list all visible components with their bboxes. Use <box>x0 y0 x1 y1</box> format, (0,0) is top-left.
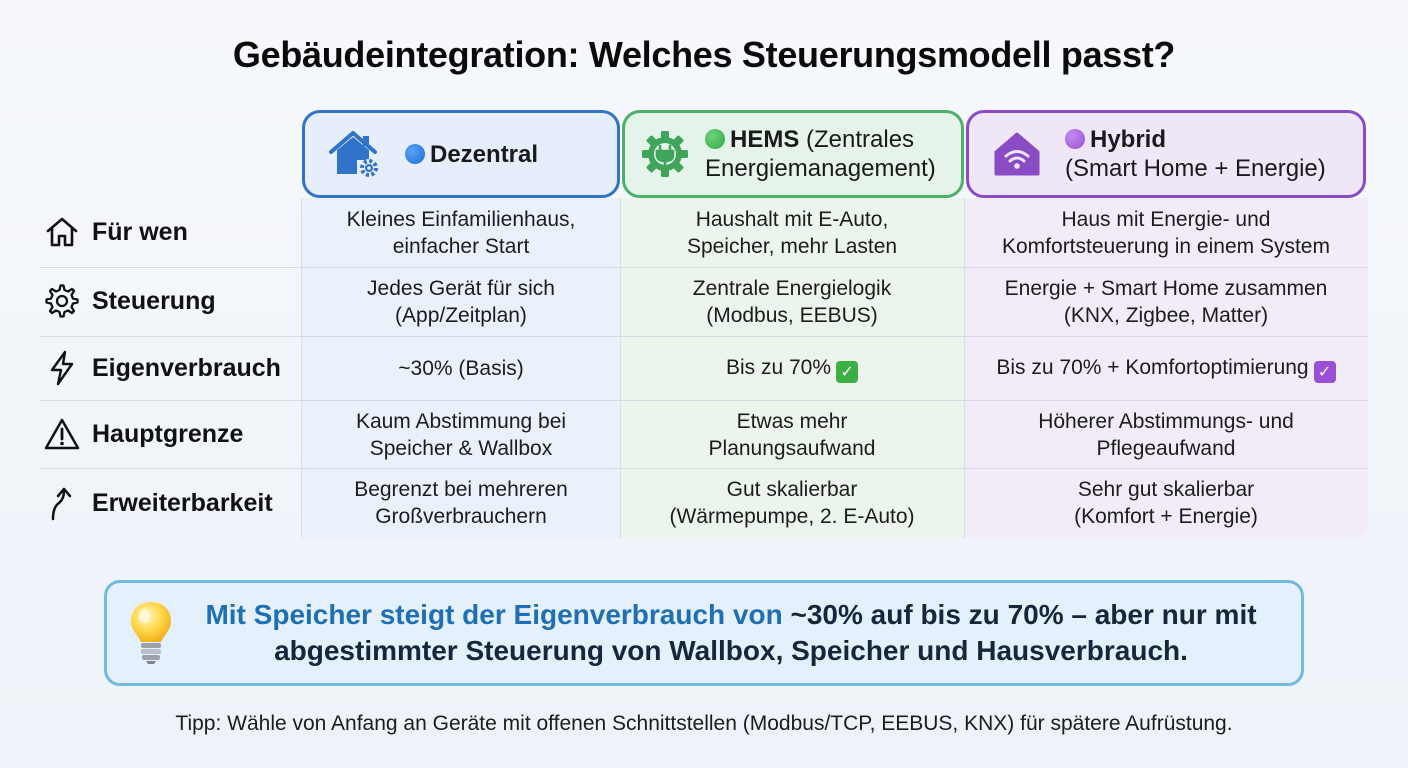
house-icon <box>44 214 80 250</box>
page-title: Gebäudeintegration: Welches Steuerungsmo… <box>232 34 1176 75</box>
dot-green-icon <box>705 129 725 149</box>
column-header-hems: HEMS (Zentrales Energiemanagement) <box>622 110 964 198</box>
row-label-fuer-wen: Für wen <box>44 214 188 250</box>
row-divider <box>40 468 1368 469</box>
cell-steuerung-dezentral: Jedes Gerät für sich (App/Zeitplan) <box>367 277 555 327</box>
lightning-icon <box>44 350 80 386</box>
tip-text: Tipp: Wähle von Anfang an Geräte mit off… <box>175 712 1233 735</box>
lightbulb-icon <box>111 600 191 666</box>
house-wifi-icon <box>969 130 1065 178</box>
column-header-text: HEMS (Zentrales Energiemanagement) <box>705 126 936 182</box>
column-header-text: Dezentral <box>405 140 538 169</box>
cell-steuerung-hems: Zentrale Energielogik (Modbus, EEBUS) <box>692 277 892 327</box>
cell-hauptgrenze-hems: Etwas mehr Planungsaufwand <box>708 409 876 460</box>
row-label-eigenverbrauch: Eigenverbrauch <box>44 350 281 386</box>
cell-hauptgrenze-hybrid: Höherer Abstimmungs- und Pflegeaufwand <box>1038 409 1294 460</box>
row-label-erweiterbarkeit: Erweiterbarkeit <box>44 485 273 521</box>
cell-erweiterbarkeit-hems: Gut skalierbar (Wärmepumpe, 2. E-Auto) <box>669 478 915 528</box>
cell-fuer-wen-hybrid: Haus mit Energie- und Komfortsteuerung in… <box>1002 208 1330 258</box>
dot-blue-icon <box>405 143 425 164</box>
column-bg-hems <box>620 198 964 538</box>
row-label-steuerung: Steuerung <box>44 283 216 319</box>
gear-icon <box>44 283 80 319</box>
column-bg-hybrid <box>964 198 1368 538</box>
cell-eigenverbrauch-hems: Bis zu 70% ✓ <box>620 337 964 400</box>
row-label-hauptgrenze: Hauptgrenze <box>44 416 243 452</box>
warning-icon <box>44 416 80 452</box>
dot-purple-icon <box>1065 129 1085 149</box>
cell-steuerung-hybrid: Energie + Smart Home zusammen (KNX, Zigbe… <box>1004 277 1328 327</box>
check-green-icon: ✓ <box>836 361 859 384</box>
cell-hauptgrenze-dezentral: Kaum Abstimmung bei Speicher & Wallbox <box>355 409 567 460</box>
column-header-dezentral: Dezentral <box>302 110 620 198</box>
column-header-hybrid: Hybrid (Smart Home + Energie) <box>966 110 1366 198</box>
row-divider <box>40 267 1368 268</box>
cell-fuer-wen-dezentral: Kleines Einfamilienhaus, einfacher Start <box>346 208 576 258</box>
column-divider <box>620 198 621 538</box>
cell-erweiterbarkeit-hybrid: Sehr gut skalierbar (Komfort + Energie) <box>1074 478 1258 528</box>
house-gear-icon <box>305 128 405 180</box>
cell-eigenverbrauch-hybrid: Bis zu 70% + Komfortoptimierung ✓ <box>964 337 1368 400</box>
column-divider <box>301 198 302 538</box>
row-divider <box>40 400 1368 401</box>
cell-fuer-wen-hems: Haushalt mit E-Auto, Speicher, mehr Laste… <box>686 208 898 258</box>
callout-box: Mit Speicher steigt der Eigenverbrauch v… <box>104 580 1304 686</box>
check-purple-icon: ✓ <box>1313 361 1336 384</box>
column-bg-dezentral <box>302 198 620 538</box>
cell-eigenverbrauch-dezentral: ~30% (Basis) <box>398 357 524 380</box>
column-divider <box>964 198 965 538</box>
gear-plug-icon <box>625 129 705 179</box>
column-header-text: Hybrid (Smart Home + Energie) <box>1065 126 1326 182</box>
arrow-up-icon <box>44 485 80 521</box>
callout-text: Mit Speicher steigt der Eigenverbrauch v… <box>205 599 1257 666</box>
row-divider <box>40 336 1368 337</box>
cell-erweiterbarkeit-dezentral: Begrenzt bei mehreren Großverbrauchern <box>354 478 568 528</box>
